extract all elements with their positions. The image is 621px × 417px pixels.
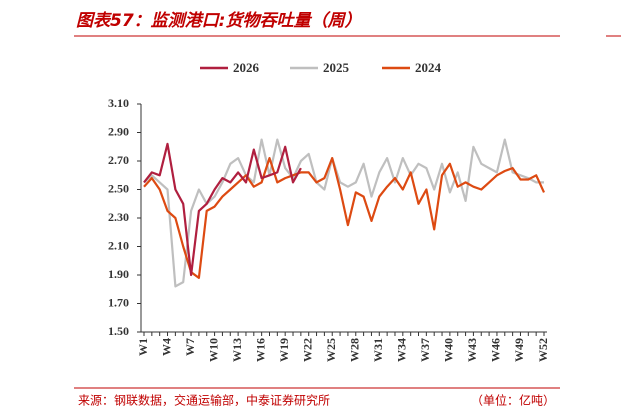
y-tick-label: 2.30 bbox=[108, 210, 129, 224]
x-tick-label: W28 bbox=[348, 338, 362, 362]
y-tick-label: 1.90 bbox=[108, 267, 129, 281]
x-tick-label: W7 bbox=[183, 338, 197, 356]
x-tick-label: W22 bbox=[300, 338, 314, 362]
y-tick-label: 2.90 bbox=[108, 124, 129, 138]
x-tick-label: W10 bbox=[206, 338, 220, 362]
y-tick-label: 2.50 bbox=[108, 181, 129, 195]
x-tick-label: W40 bbox=[442, 338, 456, 362]
x-tick-label: W52 bbox=[536, 338, 550, 362]
chart-title: 图表57：监测港口:货物吞吐量（周） bbox=[76, 11, 361, 31]
x-tick-label: W49 bbox=[512, 338, 526, 362]
series-line bbox=[143, 142, 302, 277]
series-line bbox=[143, 157, 546, 279]
x-tick-label: W16 bbox=[253, 338, 267, 362]
x-tick-label: W46 bbox=[489, 338, 503, 362]
x-tick-label: W43 bbox=[465, 338, 479, 362]
y-tick-label: 3.10 bbox=[108, 96, 129, 110]
x-tick-label: W37 bbox=[418, 338, 432, 362]
y-tick-label: 1.70 bbox=[108, 295, 129, 309]
y-tick-label: 1.50 bbox=[108, 324, 129, 338]
source: 来源：钢联数据，交通运输部，中泰证券研究所 bbox=[78, 393, 330, 408]
x-tick-label: W19 bbox=[277, 338, 291, 362]
x-tick-label: W13 bbox=[230, 338, 244, 362]
legend-label: 2024 bbox=[415, 60, 442, 75]
series-line bbox=[143, 138, 544, 288]
x-tick-label: W31 bbox=[371, 338, 385, 362]
x-tick-label: W4 bbox=[159, 338, 173, 356]
x-tick-label: W25 bbox=[324, 338, 338, 362]
unit: （单位：亿吨） bbox=[471, 393, 555, 408]
y-tick-label: 2.70 bbox=[108, 153, 129, 167]
legend-label: 2026 bbox=[233, 60, 260, 75]
y-tick-label: 2.10 bbox=[108, 238, 129, 252]
x-tick-label: W34 bbox=[395, 338, 409, 362]
legend-label: 2025 bbox=[323, 60, 350, 75]
x-tick-label: W1 bbox=[136, 338, 150, 356]
